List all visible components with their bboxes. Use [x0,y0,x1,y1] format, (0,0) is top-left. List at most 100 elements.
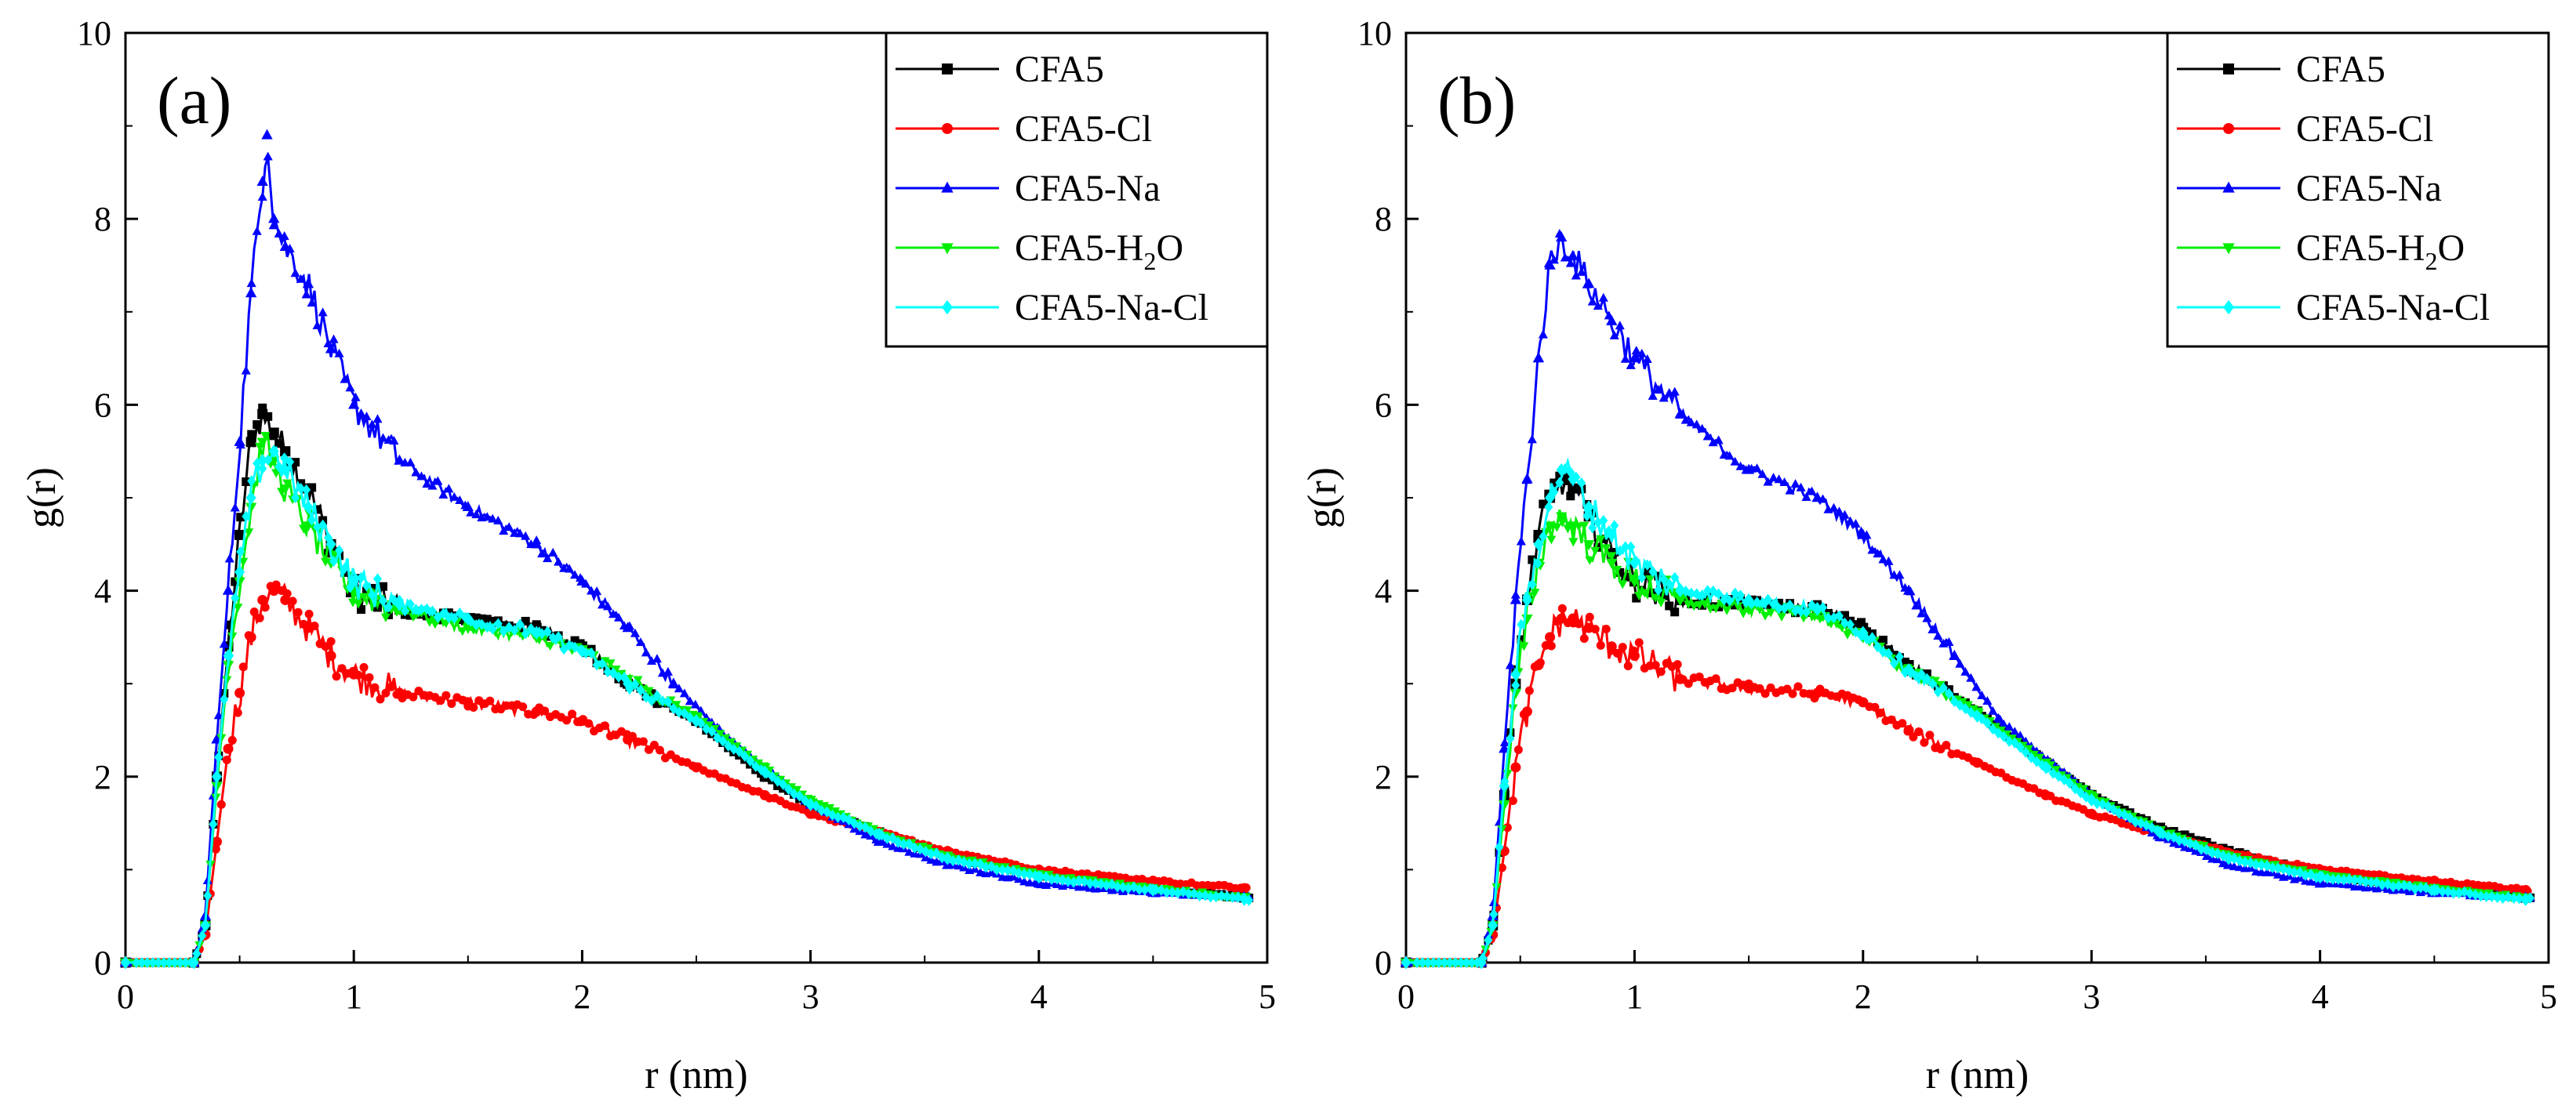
data-point [192,948,202,959]
data-point [1544,259,1556,270]
data-point [1669,386,1680,396]
data-point [1675,673,1686,684]
data-point [394,597,405,611]
legend-entry: CFA5-H2O [2296,227,2465,275]
legend-marker [942,299,953,315]
data-point [1195,890,1204,902]
data-point [211,836,222,847]
data-point [409,692,418,702]
data-point [1829,502,1839,512]
data-point [1675,584,1686,598]
data-point [954,854,963,866]
data-point [2334,873,2343,885]
data-point [1938,682,1948,694]
data-point [1793,682,1803,691]
data-point [223,649,234,663]
data-point [220,693,229,705]
data-point [2147,821,2156,834]
data-point [2040,790,2051,801]
data-point [1484,934,1493,946]
data-point [335,544,344,557]
series-cfa5-cl [1401,604,2532,968]
legend-marker [942,123,953,134]
data-point [1739,609,1749,618]
data-point [1742,463,1755,474]
legend-entry: CFA5-Na-Cl [1015,287,1208,328]
data-point [394,687,405,698]
legend-marker [941,243,954,255]
data-point [258,462,267,474]
data-point [655,745,664,755]
data-point [2235,854,2244,867]
data-point [691,762,702,773]
data-point [1606,528,1617,542]
data-point [1766,608,1776,618]
legend-marker [941,181,954,193]
x-tick-label: 0 [1397,977,1415,1016]
data-point [1764,593,1773,605]
legend-entry: CFA5 [1015,49,1104,90]
x-tick-label: 5 [2540,977,2557,1016]
y-axis-label: g(r) [1300,467,1345,528]
data-point [1571,270,1581,280]
data-point [132,956,141,969]
data-point [321,642,330,651]
data-point [644,687,654,696]
data-point [1528,578,1537,590]
x-tick-label: 3 [802,977,819,1016]
data-point [257,408,268,419]
data-point [318,307,328,317]
data-point [1695,672,1704,681]
data-point [227,735,237,745]
data-point [1058,874,1067,886]
data-point [378,595,387,607]
data-point [1801,491,1811,501]
data-point [576,575,588,586]
data-point [1510,667,1521,681]
data-point [1606,641,1617,652]
data-point [1596,640,1605,650]
data-point [1920,738,1929,747]
data-point [288,597,297,606]
data-point [1546,535,1557,545]
data-point [245,491,256,505]
y-tick-label: 0 [94,944,111,982]
data-point [279,230,289,240]
data-point [471,619,481,631]
data-point [303,622,314,633]
data-point [1069,876,1078,888]
data-point [2454,887,2464,899]
data-point [2109,803,2118,815]
data-point [170,956,180,969]
data-point [268,444,279,459]
data-point [2131,816,2140,828]
data-point [2449,887,2458,899]
data-point [674,706,684,718]
data-point [2010,737,2019,749]
data-point [325,651,336,662]
data-point [165,956,174,969]
data-point [1845,618,1855,630]
data-point [1656,667,1666,676]
data-point [2416,882,2425,894]
data-point [592,659,601,671]
data-point [2443,886,2453,898]
data-point [233,708,242,717]
data-point [1601,544,1611,553]
data-point [1692,588,1702,600]
data-point [1911,600,1921,610]
data-point [1659,393,1669,402]
data-point [348,669,359,680]
data-point [614,671,623,683]
data-point [1434,956,1444,969]
x-tick-label: 4 [1030,977,1048,1016]
data-point [1560,252,1570,262]
data-point [1714,588,1724,600]
data-point [779,778,788,790]
data-point [1412,956,1422,969]
data-point [1440,956,1449,969]
data-point [280,446,291,457]
data-point [2202,850,2212,860]
data-point [1201,890,1210,901]
data-point [1955,658,1965,668]
